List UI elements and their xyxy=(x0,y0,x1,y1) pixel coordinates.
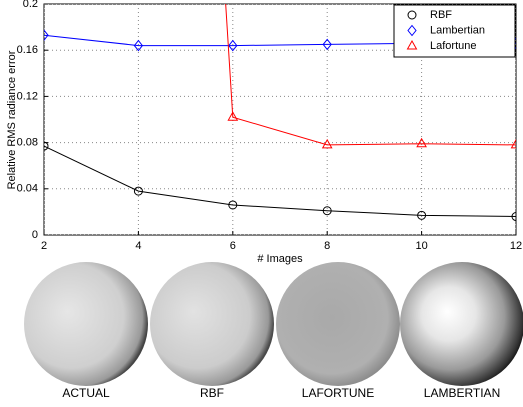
marker xyxy=(228,200,238,210)
y-tick-label: 0 xyxy=(32,229,38,241)
legend-label: Lambertian xyxy=(430,24,485,36)
marker xyxy=(407,10,417,20)
x-tick-label: 10 xyxy=(415,240,427,252)
image-label: ACTUAL xyxy=(62,386,110,400)
y-tick-label: 0.08 xyxy=(17,137,38,149)
marker xyxy=(133,186,143,196)
x-tick-label: 2 xyxy=(41,240,47,252)
series-line xyxy=(225,4,516,146)
marker xyxy=(511,212,516,222)
x-tick-label: 6 xyxy=(230,240,236,252)
marker xyxy=(322,38,332,51)
x-tick-label: 4 xyxy=(135,240,141,252)
marker xyxy=(510,138,516,149)
marker xyxy=(228,39,238,52)
sphere-image xyxy=(276,262,400,386)
y-tick-label: 0.16 xyxy=(17,44,38,56)
x-axis-label: # Images xyxy=(257,253,303,265)
image-label: LAMBERTIAN xyxy=(424,386,500,400)
marker xyxy=(133,39,144,52)
marker xyxy=(227,111,239,121)
x-tick-label: 12 xyxy=(510,240,522,252)
image-label: RBF xyxy=(200,386,224,400)
legend-label: Lafortune xyxy=(430,40,476,52)
marker xyxy=(416,137,427,148)
marker xyxy=(407,24,417,37)
series-line xyxy=(44,145,516,218)
marker xyxy=(417,210,427,220)
spheres: ACTUAL RBF LAFORTUNE LAMBERTIAN xyxy=(24,262,523,400)
x-tick-label: 8 xyxy=(324,240,330,252)
marker xyxy=(322,206,332,216)
y-tick-label: 0.04 xyxy=(17,183,38,195)
marker xyxy=(406,39,418,50)
image-label: LAFORTUNE xyxy=(302,386,374,400)
sphere-image xyxy=(400,262,523,386)
y-axis-label: Relative RMS radiance error xyxy=(6,50,18,189)
y-tick-label: 0.12 xyxy=(17,90,38,102)
y-tick-label: 0.2 xyxy=(23,0,38,10)
legend: RBF Lambertian Lafortune xyxy=(393,4,516,58)
sphere-image xyxy=(150,262,274,386)
sphere-image xyxy=(24,262,148,386)
marker xyxy=(321,138,333,149)
marker xyxy=(44,29,49,41)
marker xyxy=(44,141,49,151)
legend-label: RBF xyxy=(430,9,452,21)
